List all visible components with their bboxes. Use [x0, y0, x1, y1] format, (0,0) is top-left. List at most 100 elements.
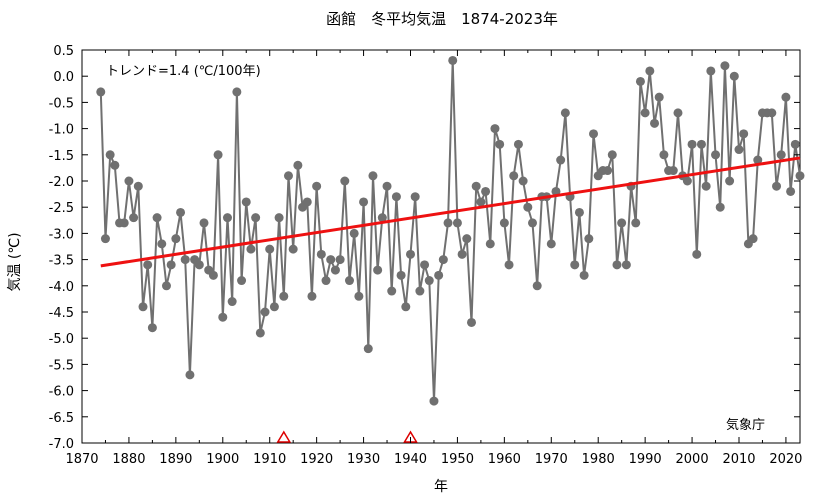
data-point: [640, 108, 650, 118]
data-point: [349, 228, 359, 238]
y-tick-label: -2.0: [49, 175, 74, 190]
data-point: [781, 92, 791, 102]
data-point: [152, 213, 162, 223]
data-point: [499, 218, 509, 228]
data-point: [457, 249, 467, 259]
data-point: [307, 291, 317, 301]
x-tick-label: 2010: [722, 452, 755, 467]
data-point: [570, 260, 580, 270]
relocation-marker: [276, 430, 292, 443]
data-point: [171, 234, 181, 244]
data-point: [528, 218, 538, 228]
plot-area: [81, 49, 805, 444]
data-point: [481, 186, 491, 196]
data-point: [119, 218, 129, 228]
data-point: [110, 160, 120, 170]
data-point: [405, 249, 415, 259]
y-tick-label: -3.0: [49, 227, 74, 242]
data-point: [316, 249, 326, 259]
data-point: [213, 150, 223, 160]
data-point: [729, 71, 739, 81]
data-point: [420, 260, 430, 270]
data-point: [504, 260, 514, 270]
data-point: [523, 202, 533, 212]
data-point: [607, 150, 617, 160]
data-point: [161, 281, 171, 291]
data-point: [772, 181, 782, 191]
x-tick-label: 1880: [112, 452, 145, 467]
data-point: [650, 118, 660, 128]
data-point: [635, 76, 645, 86]
data-point: [748, 234, 758, 244]
data-point: [377, 213, 387, 223]
y-tick-label: -4.5: [49, 306, 74, 321]
source-label: 気象庁: [726, 417, 765, 433]
data-point: [326, 255, 336, 265]
data-point: [429, 396, 439, 406]
data-point: [105, 150, 115, 160]
data-point: [312, 181, 322, 191]
data-point: [138, 302, 148, 312]
y-tick-label: -5.5: [49, 358, 74, 373]
data-point: [711, 150, 721, 160]
x-tick-label: 1940: [394, 452, 427, 467]
data-point: [579, 270, 589, 280]
y-tick-label: -0.5: [49, 96, 74, 111]
data-point: [269, 302, 279, 312]
y-axis: 0.5 0.0 -0.5 -1.0 -1.5 -2.0 -2.5 -3.0 -3.5 -4.0 -4…: [49, 44, 800, 452]
data-point: [194, 260, 204, 270]
data-point: [147, 323, 157, 333]
data-point: [560, 108, 570, 118]
x-tick-label: 1980: [582, 452, 615, 467]
data-point: [645, 66, 655, 76]
data-point: [452, 218, 462, 228]
data-point: [288, 244, 298, 254]
data-point: [410, 192, 420, 202]
data-point: [424, 276, 434, 286]
data-point: [448, 55, 458, 65]
data-point: [513, 139, 523, 149]
data-point: [462, 234, 472, 244]
x-tick-label: 1910: [253, 452, 286, 467]
y-tick-label: -6.0: [49, 385, 74, 400]
x-tick-label: 1960: [488, 452, 521, 467]
data-point: [373, 265, 383, 275]
data-point: [753, 155, 763, 165]
data-point: [621, 260, 631, 270]
data-point: [340, 176, 350, 186]
data-point: [335, 255, 345, 265]
x-tick-label: 1870: [65, 452, 98, 467]
data-point: [495, 139, 505, 149]
y-tick-label: -1.0: [49, 123, 74, 138]
data-point: [720, 61, 730, 71]
x-tick-label: 1930: [347, 452, 380, 467]
data-point: [631, 218, 641, 228]
y-axis-label: 気温 (℃): [7, 232, 23, 291]
data-point: [237, 276, 247, 286]
y-tick-label: -2.5: [49, 201, 74, 216]
data-point: [509, 171, 519, 181]
data-point: [556, 155, 566, 165]
data-point: [246, 244, 256, 254]
data-point: [166, 260, 176, 270]
x-axis-label: 年: [434, 479, 448, 495]
x-tick-label: 1990: [629, 452, 662, 467]
data-point: [124, 176, 134, 186]
x-axis: 1870 1880 1890 1900 1910 1920 1930 1940 1950 1960…: [65, 50, 802, 467]
data-point: [584, 234, 594, 244]
data-point: [283, 171, 293, 181]
data-point: [518, 176, 528, 186]
data-point: [255, 328, 265, 338]
series-line: [99, 60, 801, 402]
data-point: [96, 87, 106, 97]
data-point: [382, 181, 392, 191]
data-point: [471, 181, 481, 191]
y-tick-label: -6.5: [49, 411, 74, 426]
data-point: [100, 234, 110, 244]
y-tick-label: 0.0: [53, 70, 74, 85]
data-point: [129, 213, 139, 223]
y-tick-label: -1.5: [49, 149, 74, 164]
y-tick-label: -3.5: [49, 254, 74, 269]
data-point: [401, 302, 411, 312]
